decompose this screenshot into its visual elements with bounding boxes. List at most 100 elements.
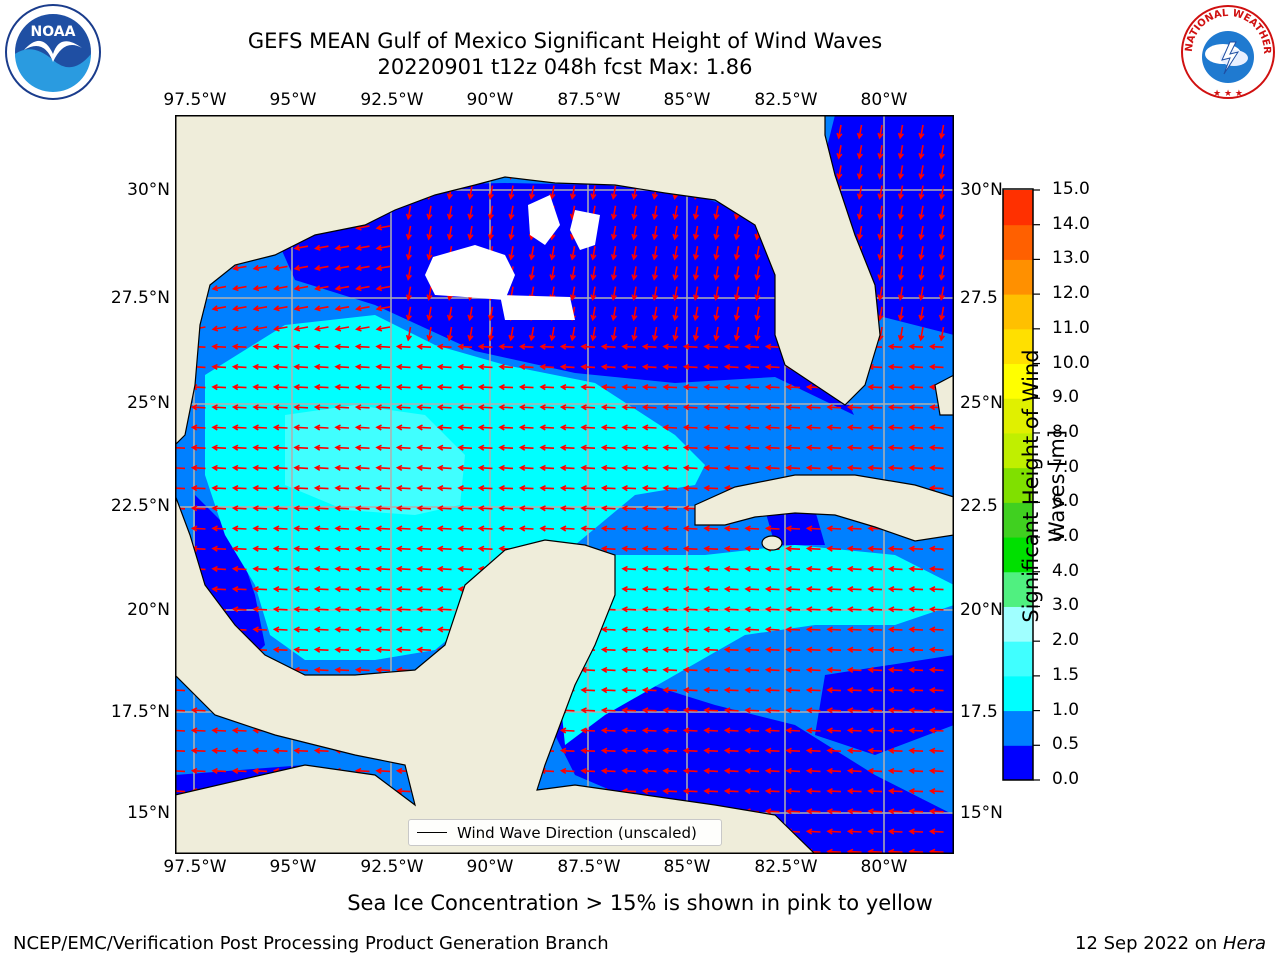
- wave-arrow: [610, 205, 617, 221]
- wave-arrow: [293, 485, 309, 492]
- map-legend: Wind Wave Direction (unscaled): [408, 819, 722, 846]
- wave-arrow: [764, 687, 780, 694]
- wave-arrow: [211, 325, 227, 332]
- wave-arrow: [826, 808, 842, 815]
- wave-arrow: [733, 266, 740, 281]
- wave-arrow: [805, 788, 821, 795]
- wave-arrow: [528, 185, 535, 201]
- wave-arrow: [641, 606, 657, 613]
- wave-arrow: [805, 808, 821, 815]
- wave-arrow: [641, 363, 657, 371]
- wave-arrow: [600, 646, 616, 653]
- wave-arrow: [744, 404, 760, 411]
- wave-arrow: [928, 828, 944, 835]
- wave-arrow: [354, 545, 370, 552]
- wave-arrow: [764, 444, 780, 451]
- wave-arrow: [867, 687, 883, 694]
- wave-arrow: [682, 545, 698, 552]
- wave-arrow: [908, 828, 924, 835]
- wave-arrow: [672, 266, 679, 281]
- wave-arrow: [190, 505, 206, 512]
- svg-text:★ ★ ★: ★ ★ ★: [1213, 89, 1243, 99]
- wave-arrow: [457, 384, 473, 391]
- wave-arrow: [190, 424, 206, 431]
- colorbar-tick-label: 14.0: [1052, 213, 1090, 234]
- wave-arrow: [375, 606, 391, 613]
- wave-arrow: [405, 246, 412, 261]
- wave-arrow: [682, 586, 698, 593]
- lon-tick-label-top: 87.5°W: [557, 90, 621, 110]
- wave-arrow: [703, 404, 719, 411]
- wave-arrow: [436, 404, 452, 411]
- wave-arrow: [446, 205, 453, 221]
- wave-arrow: [621, 363, 637, 371]
- lon-tick-label-top: 85°W: [663, 90, 711, 110]
- colorbar-band: [1003, 502, 1033, 538]
- wave-arrow: [528, 326, 535, 342]
- noaa-logo-text: NOAA: [31, 24, 76, 40]
- wave-arrow: [395, 505, 411, 512]
- lat-tick-label-left: 15°N: [127, 803, 170, 823]
- wave-arrow: [580, 464, 596, 472]
- wave-arrow: [744, 384, 760, 391]
- lon-tick-label-bottom: 97.5°W: [163, 857, 227, 877]
- wave-arrow: [508, 246, 515, 261]
- wave-arrow: [631, 246, 638, 261]
- footer-date-text: 12 Sep 2022 on: [1075, 933, 1223, 954]
- wave-arrow: [846, 828, 862, 835]
- lat-tick-label-right: 27.5: [960, 288, 998, 308]
- wave-arrow: [744, 464, 760, 472]
- wave-arrow: [334, 305, 350, 312]
- wave-arrow: [600, 545, 616, 552]
- wave-arrow: [600, 424, 616, 431]
- wave-arrow: [252, 606, 268, 613]
- wave-arrow: [436, 464, 452, 472]
- colorbar-tick-label: 3.0: [1052, 595, 1080, 616]
- wave-arrow: [354, 485, 370, 492]
- wave-arrow: [744, 626, 760, 633]
- wave-arrow: [313, 646, 329, 653]
- wave-arrow: [846, 525, 862, 532]
- wave-arrow: [908, 626, 924, 633]
- wave-arrow: [569, 286, 576, 302]
- wave-arrow: [682, 666, 698, 674]
- wave-arrow: [703, 727, 719, 734]
- lat-tick-label-right: 25°N: [960, 393, 1003, 413]
- wave-arrow: [211, 464, 227, 472]
- wave-arrow: [293, 505, 309, 512]
- wave-arrow: [252, 384, 268, 391]
- wave-arrow: [805, 828, 821, 835]
- wave-arrow: [703, 747, 719, 754]
- wave-arrow: [518, 485, 534, 492]
- wave-arrow: [662, 384, 678, 391]
- wave-arrow: [416, 384, 432, 391]
- wave-arrow: [272, 444, 288, 451]
- wave-arrow: [928, 646, 944, 653]
- wave-arrow: [713, 225, 720, 241]
- wave-arrow: [918, 205, 925, 221]
- wave-arrow: [764, 404, 780, 411]
- wave-arrow: [805, 646, 821, 653]
- wave-arrow: [641, 767, 657, 775]
- wave-arrow: [232, 264, 247, 272]
- legend-label: Wind Wave Direction (unscaled): [457, 823, 697, 842]
- wave-arrow: [293, 285, 309, 292]
- lon-tick-label-bottom: 85°W: [663, 857, 711, 877]
- wave-arrow: [703, 565, 719, 573]
- wave-arrow: [826, 586, 842, 593]
- wave-arrow: [314, 264, 329, 272]
- wave-arrow: [867, 404, 883, 411]
- wave-arrow: [477, 545, 493, 552]
- wave-arrow: [457, 485, 473, 492]
- wave-arrow: [528, 266, 535, 281]
- wave-arrow: [703, 687, 719, 694]
- wave-arrow: [426, 286, 433, 302]
- wave-arrow: [631, 326, 638, 342]
- lon-tick-label-bottom: 92.5°W: [360, 857, 424, 877]
- lat-tick-label-left: 30°N: [127, 180, 170, 200]
- wave-arrow: [887, 707, 903, 714]
- wave-arrow: [887, 464, 903, 472]
- wave-arrow: [252, 545, 268, 552]
- wave-arrow: [744, 424, 760, 431]
- wave-arrow: [764, 626, 780, 633]
